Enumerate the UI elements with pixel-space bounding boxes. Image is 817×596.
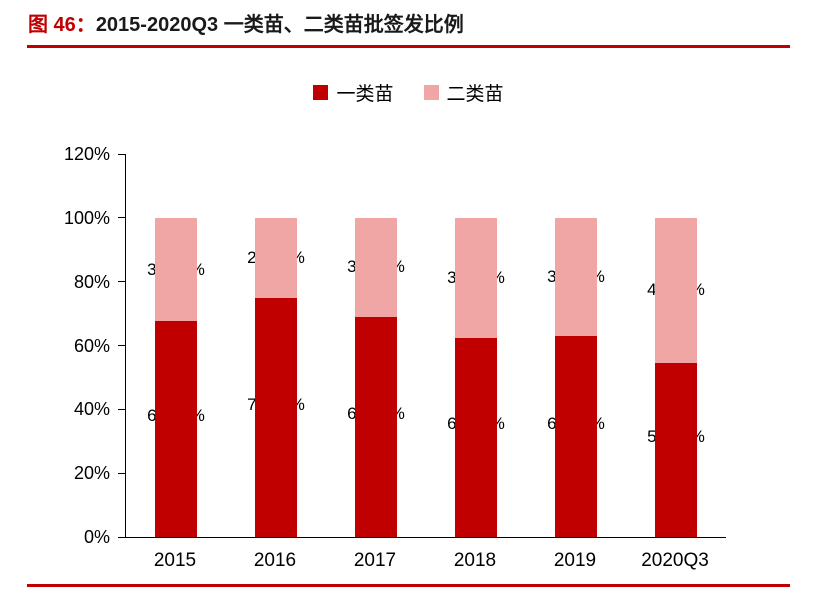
legend-item-二类苗: 二类苗 — [423, 79, 504, 106]
legend-swatch-icon — [313, 84, 329, 100]
x-axis-label: 2019 — [553, 550, 597, 571]
y-axis-label: 20% — [73, 463, 110, 484]
bar-group-2019: 62.87%37.13% — [526, 154, 626, 537]
x-axis-label: 2016 — [253, 550, 297, 571]
y-axis-label: 120% — [63, 144, 110, 164]
figure-number: 图 46： — [28, 14, 96, 36]
legend-swatch-icon — [423, 84, 439, 100]
x-axis-label: 2015 — [153, 550, 197, 571]
bar-segment-一类苗 — [555, 336, 597, 537]
stacked-bar — [555, 217, 597, 537]
x-axis: 2015 2016 2017 2018 2019 2020Q3 — [125, 550, 725, 572]
stacked-bar — [455, 217, 497, 537]
y-axis-label: 60% — [73, 335, 110, 356]
x-axis-label: 2017 — [353, 550, 397, 571]
x-axis-label: 2018 — [453, 550, 497, 571]
bar-segment-二类苗 — [455, 217, 497, 338]
bar-segment-二类苗 — [255, 217, 297, 299]
y-axis-tick — [118, 217, 126, 219]
figure-title-text: 2015-2020Q3 一类苗、二类苗批签发比例 — [95, 14, 464, 36]
stacked-bar — [255, 217, 297, 537]
bar-segment-一类苗 — [355, 316, 397, 537]
y-axis-label: 0% — [83, 527, 110, 547]
y-axis-tick — [118, 536, 126, 538]
y-axis-tick — [118, 345, 126, 346]
bar-group-2017: 68.95%31.05% — [326, 154, 426, 537]
bar-group-2015: 67.60%32.40% — [126, 154, 226, 537]
bar-group-2018: 62.49%37.51% — [426, 154, 526, 537]
bottom-divider-line — [27, 584, 790, 587]
bar-segment-一类苗 — [455, 337, 497, 537]
y-axis-tick — [118, 153, 126, 155]
bar-group-2016: 74.87%25.13% — [226, 154, 326, 537]
title-divider-line — [27, 45, 790, 48]
legend-label: 一类苗 — [336, 83, 394, 105]
bar-segment-二类苗 — [555, 217, 597, 337]
y-axis-tick — [118, 472, 126, 474]
stacked-bar — [655, 217, 697, 537]
legend-item-一类苗: 一类苗 — [313, 79, 394, 106]
bar-group-2020Q3: 54.67%45.33% — [626, 154, 726, 537]
bar-segment-一类苗 — [155, 321, 197, 537]
x-axis-label: 2020Q3 — [641, 550, 709, 571]
y-axis-label: 40% — [73, 399, 110, 420]
bar-segment-一类苗 — [655, 362, 697, 537]
stacked-bar — [355, 217, 397, 537]
y-axis-label: 100% — [63, 207, 110, 228]
y-axis-tick — [118, 281, 126, 283]
bar-segment-二类苗 — [355, 217, 397, 317]
bar-segment-一类苗 — [255, 298, 297, 537]
figure-title: 图 46：2015-2020Q3 一类苗、二类苗批签发比例 — [0, 0, 817, 38]
chart-legend: 一类苗 二类苗 — [0, 79, 817, 106]
bar-segment-二类苗 — [155, 217, 197, 322]
legend-label: 二类苗 — [446, 83, 504, 105]
y-axis-label: 80% — [73, 271, 110, 292]
stacked-bar — [155, 217, 197, 537]
y-axis-tick — [118, 408, 126, 410]
stacked-bar-chart-plot-area: 0% 20% 40% 60% 80% 100% 120% 67.60%32.40%74.87%… — [64, 144, 726, 547]
bar-segment-二类苗 — [655, 217, 697, 363]
